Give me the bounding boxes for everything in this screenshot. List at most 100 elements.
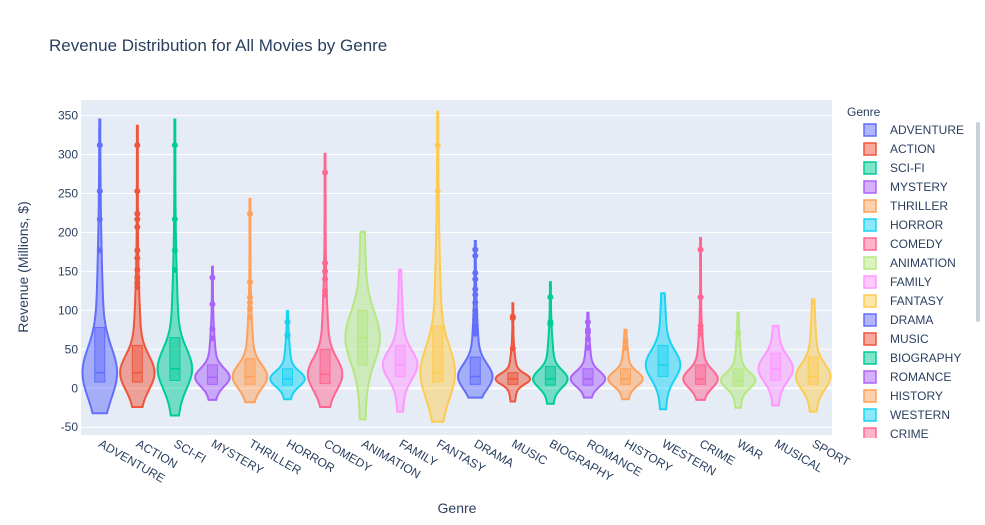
outlier-point bbox=[134, 223, 141, 230]
violin-thriller[interactable] bbox=[231, 197, 269, 404]
outlier-point bbox=[584, 329, 591, 336]
outlier-point bbox=[697, 294, 704, 301]
legend[interactable]: ADVENTURE ACTION SCI-FI MYSTERY THRILLER HORR… bbox=[863, 122, 980, 460]
legend-item-drama[interactable]: DRAMA bbox=[863, 313, 933, 327]
outlier-point bbox=[584, 344, 591, 351]
outlier-point bbox=[171, 216, 178, 223]
violin-body bbox=[494, 302, 532, 403]
violin-western[interactable] bbox=[644, 292, 682, 411]
outlier-point bbox=[472, 286, 479, 293]
violin-animation[interactable] bbox=[344, 230, 381, 421]
y-tick-label: 300 bbox=[58, 148, 78, 162]
legend-item-comedy[interactable]: COMEDY bbox=[863, 237, 943, 251]
violin-music[interactable] bbox=[494, 302, 532, 403]
violin-body bbox=[269, 310, 306, 401]
violin-body bbox=[419, 110, 457, 423]
outlier-point bbox=[434, 142, 441, 149]
outlier-point bbox=[472, 311, 479, 318]
violin-box bbox=[244, 358, 256, 385]
violin-romance[interactable] bbox=[569, 311, 607, 399]
outlier-point bbox=[246, 210, 253, 217]
legend-item-music[interactable]: MUSIC bbox=[863, 332, 929, 346]
legend-swatch bbox=[863, 408, 877, 422]
violin-musical[interactable] bbox=[757, 324, 794, 407]
legend-label: BIOGRAPHY bbox=[890, 351, 961, 365]
legend-item-romance[interactable]: ROMANCE bbox=[863, 370, 951, 384]
violin-biography[interactable] bbox=[532, 281, 569, 405]
outlier-point bbox=[171, 142, 178, 149]
outlier-point bbox=[434, 188, 441, 195]
outlier-point bbox=[472, 299, 479, 306]
legend-swatch bbox=[863, 294, 877, 308]
violin-comedy[interactable] bbox=[306, 152, 344, 408]
outlier-point bbox=[472, 269, 479, 276]
legend-item-family[interactable]: FAMILY bbox=[863, 275, 932, 289]
violin-adventure[interactable] bbox=[81, 118, 118, 415]
violin-box bbox=[282, 368, 294, 386]
violin-box bbox=[94, 326, 106, 383]
violin-family[interactable] bbox=[381, 268, 419, 413]
violin-box bbox=[582, 368, 594, 386]
violin-history[interactable] bbox=[607, 328, 644, 401]
violin-mystery[interactable] bbox=[194, 265, 231, 401]
violin-war[interactable] bbox=[719, 311, 757, 409]
violin-body bbox=[532, 281, 569, 405]
outlier-point bbox=[509, 315, 516, 322]
legend-item-crime[interactable]: CRIME bbox=[863, 427, 929, 441]
outlier-point bbox=[472, 246, 479, 253]
outlier-point bbox=[96, 142, 103, 149]
legend-item-history[interactable]: HISTORY bbox=[863, 389, 943, 403]
y-tick-label: -50 bbox=[61, 420, 79, 434]
legend-item-action[interactable]: ACTION bbox=[863, 142, 935, 156]
legend-label: CRIME bbox=[890, 427, 929, 441]
violin-sport[interactable] bbox=[795, 298, 832, 413]
violin-fantasy[interactable] bbox=[419, 110, 457, 423]
legend-swatch bbox=[863, 332, 877, 346]
violin-crime[interactable] bbox=[682, 236, 719, 401]
legend-swatch bbox=[863, 142, 877, 156]
outlier-point bbox=[584, 336, 591, 343]
y-tick-label: 250 bbox=[58, 186, 78, 200]
violin-box bbox=[131, 344, 143, 383]
legend-item-sci-fi[interactable]: SCI-FI bbox=[863, 161, 925, 175]
legend-scrollbar[interactable] bbox=[976, 122, 980, 322]
legend-item-biography[interactable]: BIOGRAPHY bbox=[863, 351, 961, 365]
legend-item-animation[interactable]: ANIMATION bbox=[863, 256, 956, 270]
violin-sci-fi[interactable] bbox=[156, 118, 194, 417]
legend-item-thriller[interactable]: THRILLER bbox=[863, 199, 948, 213]
legend-label: HISTORY bbox=[890, 389, 943, 403]
legend-label: FAMILY bbox=[890, 275, 932, 289]
y-tick-label: 0 bbox=[71, 381, 78, 395]
outlier-point bbox=[472, 291, 479, 298]
legend-item-fantasy[interactable]: FANTASY bbox=[863, 294, 944, 308]
legend-swatch bbox=[863, 180, 877, 194]
legend-label: WESTERN bbox=[890, 408, 950, 422]
outlier-point bbox=[584, 319, 591, 326]
legend-swatch bbox=[863, 237, 877, 251]
violin-body bbox=[682, 236, 719, 401]
violin-action[interactable] bbox=[119, 124, 156, 408]
violin-horror[interactable] bbox=[269, 310, 306, 401]
violin-drama[interactable] bbox=[456, 240, 494, 399]
legend-item-western[interactable]: WESTERN bbox=[863, 408, 950, 422]
legend-label: ADVENTURE bbox=[890, 123, 964, 137]
outlier-point bbox=[622, 338, 629, 345]
outlier-point bbox=[171, 247, 178, 254]
outlier-point bbox=[171, 266, 178, 273]
outlier-point bbox=[209, 326, 216, 333]
legend-item-mystery[interactable]: MYSTERY bbox=[863, 180, 948, 194]
y-tick-label: 350 bbox=[58, 109, 78, 123]
y-tick-label: 200 bbox=[58, 225, 78, 239]
outlier-point bbox=[322, 259, 329, 266]
outlier-point bbox=[134, 274, 141, 281]
violin-body bbox=[81, 118, 118, 415]
violin-box bbox=[770, 352, 782, 381]
outlier-point bbox=[96, 247, 103, 254]
legend-swatch bbox=[863, 313, 877, 327]
legend-swatch bbox=[863, 218, 877, 232]
legend-item-horror[interactable]: HORROR bbox=[863, 218, 944, 232]
legend-item-adventure[interactable]: ADVENTURE bbox=[863, 123, 964, 137]
plot-area bbox=[81, 100, 832, 435]
violin-box bbox=[619, 368, 631, 385]
